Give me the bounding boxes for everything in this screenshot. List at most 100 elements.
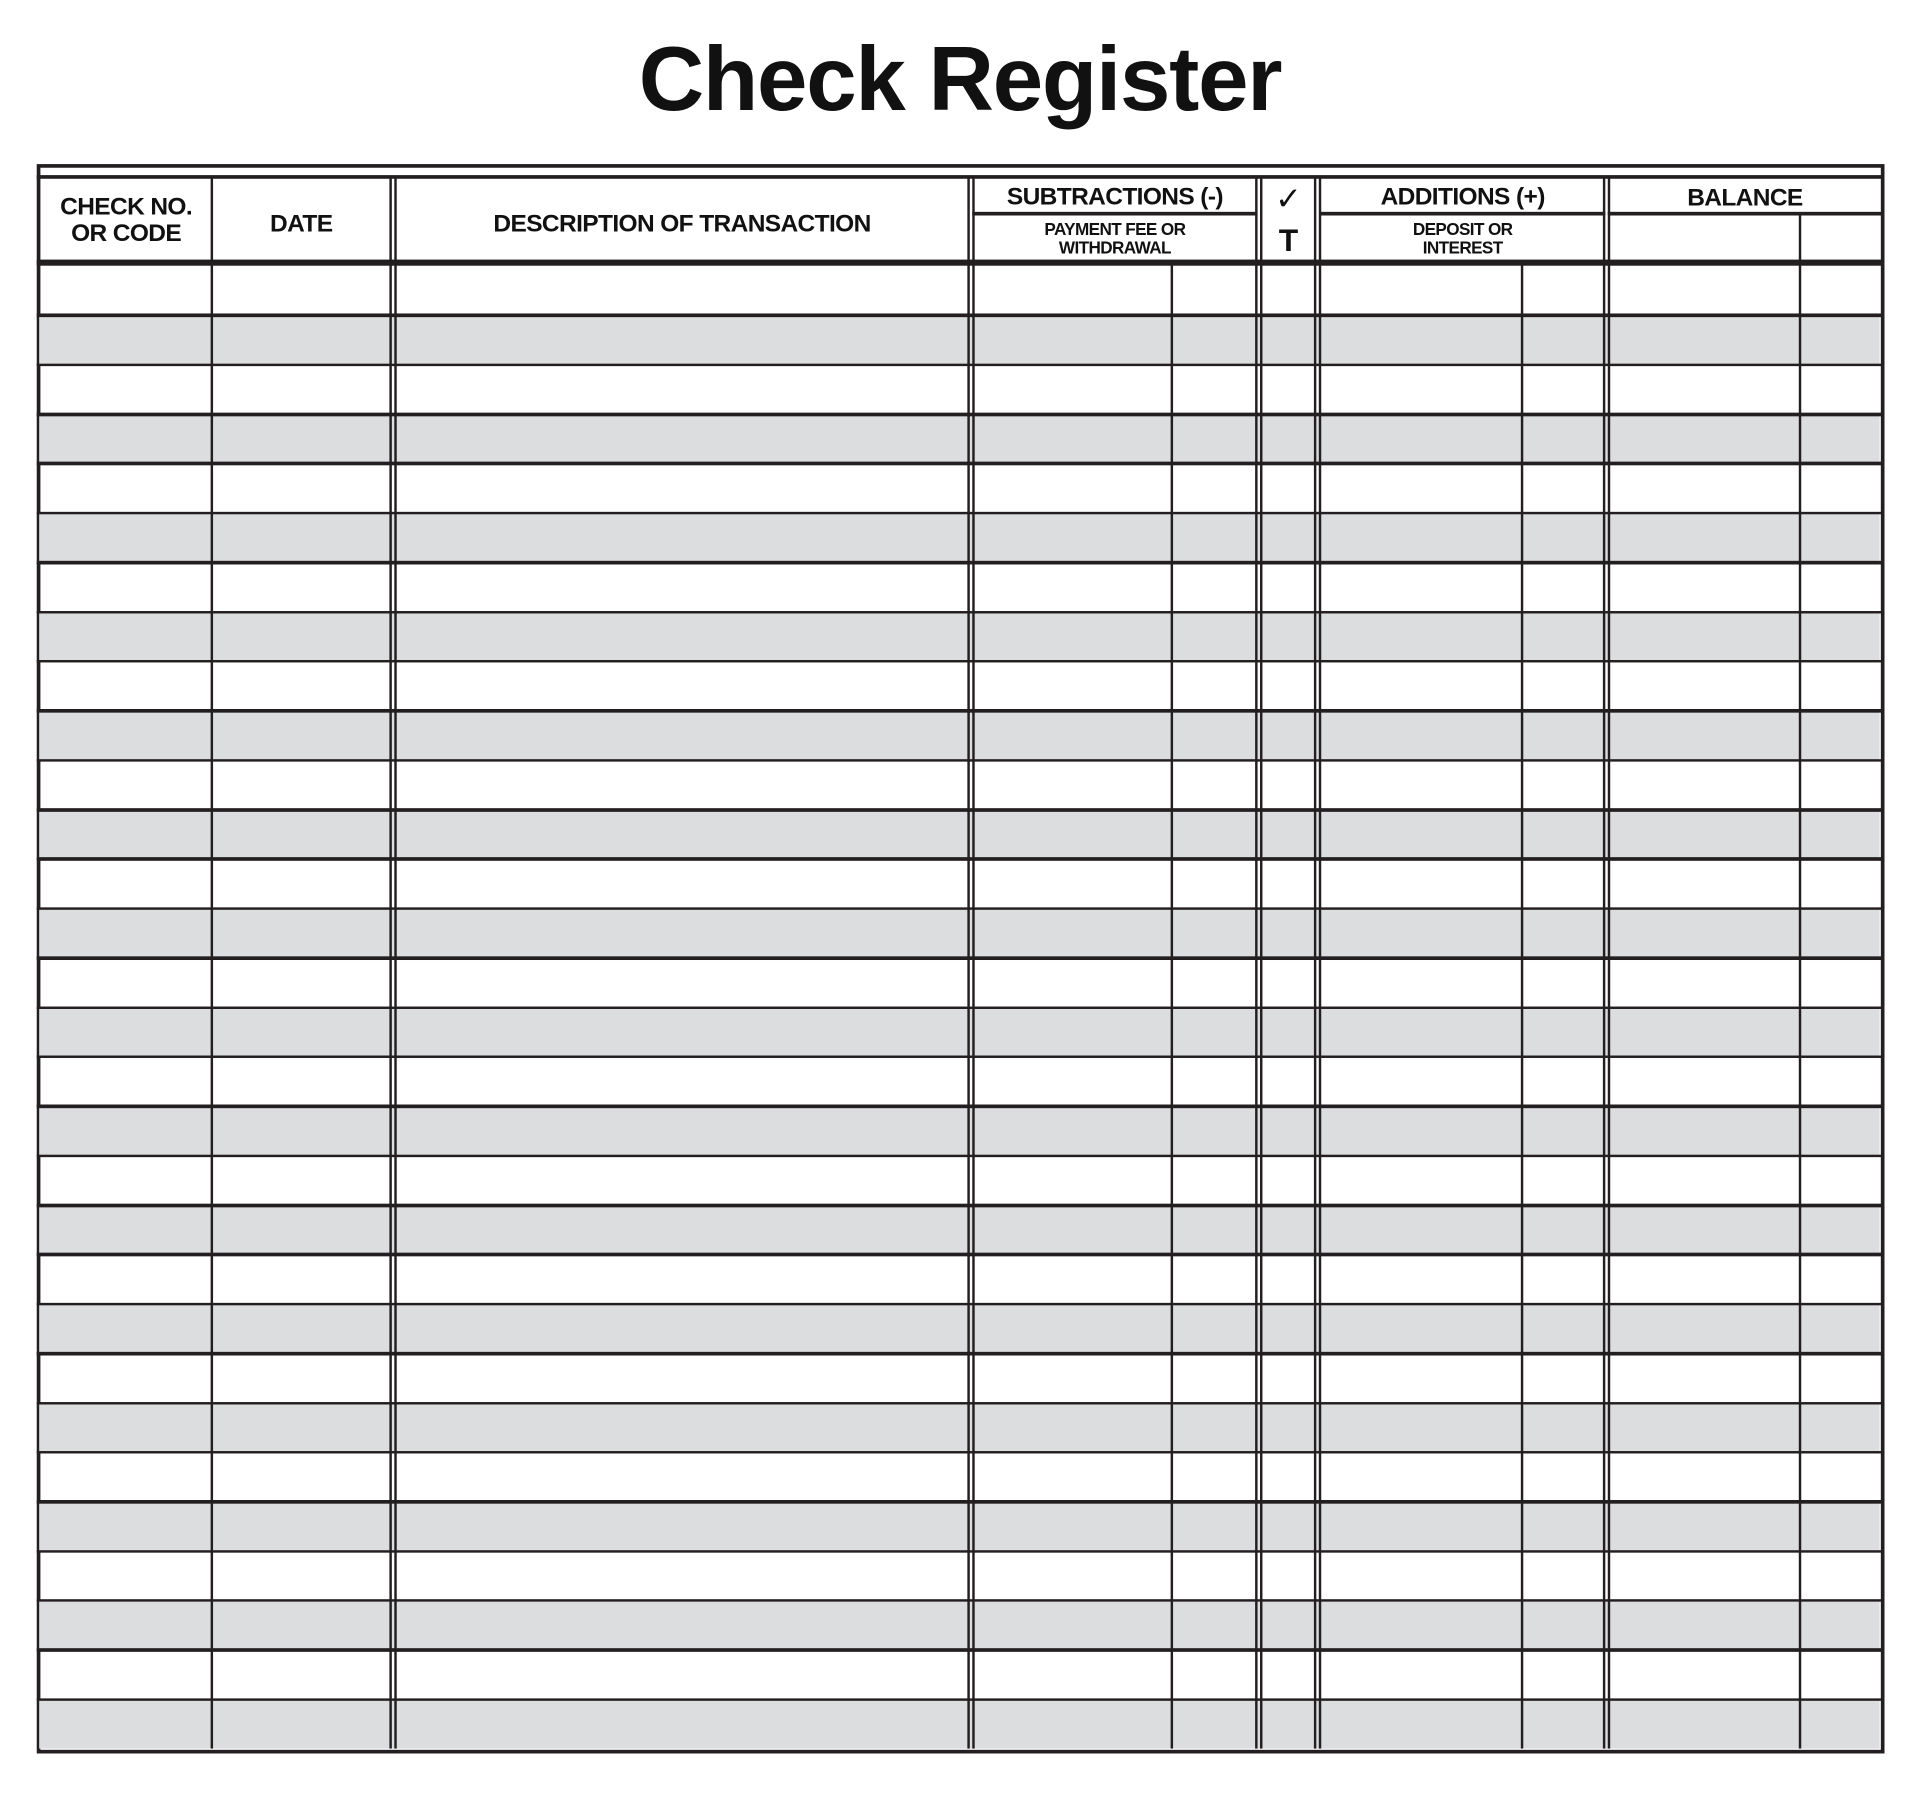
- cell-date: [213, 661, 389, 710]
- register-row: [39, 1007, 1880, 1057]
- horizontal-rule: [36, 1648, 1884, 1652]
- register-row: [39, 414, 1880, 464]
- cell-addition-cents: [1523, 711, 1603, 760]
- cell-date: [213, 760, 389, 809]
- horizontal-rule: [972, 211, 1258, 216]
- cell-subtraction-dollars: [975, 1551, 1171, 1600]
- cell-addition-dollars: [1322, 1106, 1520, 1155]
- cell-subtraction-cents: [1173, 809, 1255, 858]
- horizontal-rule: [36, 1104, 1884, 1108]
- cell-subtraction-cents: [1173, 859, 1255, 908]
- header-tax-mark: T: [1278, 221, 1298, 259]
- cell-check-no: [42, 1007, 211, 1056]
- vertical-rule: [972, 177, 975, 1749]
- cell-addition-dollars: [1322, 1353, 1520, 1402]
- cell-balance-cents: [1801, 809, 1879, 858]
- cell-description: [397, 1254, 968, 1303]
- cell-check-no: [42, 266, 211, 315]
- header-date: DATE: [270, 210, 333, 238]
- cell-subtraction-cents: [1173, 1452, 1255, 1501]
- register-row: [39, 1600, 1880, 1650]
- cell-check-no: [42, 365, 211, 414]
- register-row: [39, 710, 1880, 761]
- cell-date: [213, 1600, 389, 1649]
- cell-description: [397, 661, 968, 710]
- cell-cleared: [1262, 1007, 1313, 1056]
- cell-balance-dollars: [1610, 958, 1799, 1007]
- register-row: [39, 1699, 1880, 1749]
- cell-subtraction-cents: [1173, 365, 1255, 414]
- horizontal-rule: [36, 1401, 1884, 1405]
- cell-description: [397, 1057, 968, 1106]
- cell-addition-dollars: [1322, 463, 1520, 512]
- vertical-rule: [1260, 177, 1263, 1749]
- cell-cleared: [1262, 612, 1313, 661]
- cell-balance-dollars: [1610, 1353, 1799, 1402]
- horizontal-rule: [36, 561, 1884, 565]
- cell-check-no: [42, 1551, 211, 1600]
- cell-balance-dollars: [1610, 1254, 1799, 1303]
- cell-balance-cents: [1801, 859, 1879, 908]
- cell-description: [397, 1600, 968, 1649]
- cell-description: [397, 463, 968, 512]
- cell-subtraction-cents: [1173, 1551, 1255, 1600]
- cell-subtraction-cents: [1173, 760, 1255, 809]
- cell-addition-dollars: [1322, 1403, 1520, 1452]
- cell-addition-cents: [1523, 809, 1603, 858]
- cell-description: [397, 562, 968, 611]
- cell-subtraction-cents: [1173, 414, 1255, 463]
- header-deposit-interest: DEPOSIT OR INTEREST: [1412, 219, 1513, 258]
- cell-addition-cents: [1523, 266, 1603, 315]
- cell-balance-cents: [1801, 1353, 1879, 1402]
- cell-description: [397, 760, 968, 809]
- cell-date: [213, 612, 389, 661]
- cell-balance-dollars: [1610, 1057, 1799, 1106]
- cell-check-no: [42, 1353, 211, 1402]
- horizontal-rule: [36, 1203, 1884, 1207]
- vertical-rule: [1170, 263, 1174, 1749]
- cell-balance-cents: [1801, 1007, 1879, 1056]
- cell-addition-cents: [1523, 1600, 1603, 1649]
- cell-addition-dollars: [1322, 266, 1520, 315]
- register-row: [39, 1204, 1880, 1255]
- cell-date: [213, 1699, 389, 1748]
- cell-description: [397, 1007, 968, 1056]
- cell-subtraction-dollars: [975, 414, 1171, 463]
- horizontal-rule: [36, 1253, 1884, 1257]
- header-check-no: CHECK NO. OR CODE: [60, 193, 193, 248]
- cell-date: [213, 1304, 389, 1353]
- register-row: [39, 1106, 1880, 1156]
- cell-addition-dollars: [1322, 562, 1520, 611]
- header-description: DESCRIPTION OF TRANSACTION: [493, 210, 871, 238]
- cell-addition-cents: [1523, 414, 1603, 463]
- cell-subtraction-cents: [1173, 1057, 1255, 1106]
- horizontal-rule: [36, 1302, 1884, 1306]
- cell-date: [213, 711, 389, 760]
- cell-balance-cents: [1801, 661, 1879, 710]
- cell-description: [397, 1699, 968, 1748]
- cell-addition-cents: [1523, 1452, 1603, 1501]
- cell-subtraction-dollars: [975, 562, 1171, 611]
- register-row: [39, 908, 1880, 958]
- horizontal-rule: [36, 610, 1884, 614]
- cell-balance-dollars: [1610, 809, 1799, 858]
- cell-date: [213, 562, 389, 611]
- cell-addition-cents: [1523, 908, 1603, 957]
- cell-addition-cents: [1523, 958, 1603, 1007]
- cell-check-no: [42, 1452, 211, 1501]
- cell-addition-dollars: [1322, 1502, 1520, 1551]
- cell-subtraction-cents: [1173, 1106, 1255, 1155]
- cell-cleared: [1262, 1057, 1313, 1106]
- cell-subtraction-dollars: [975, 1403, 1171, 1452]
- cell-cleared: [1262, 1600, 1313, 1649]
- cell-balance-cents: [1801, 266, 1879, 315]
- cell-addition-dollars: [1322, 1650, 1520, 1699]
- cell-description: [397, 365, 968, 414]
- cell-subtraction-dollars: [975, 612, 1171, 661]
- cell-cleared: [1262, 513, 1313, 562]
- cell-subtraction-cents: [1173, 1353, 1255, 1402]
- cell-date: [213, 908, 389, 957]
- cell-date: [213, 1403, 389, 1452]
- cell-addition-dollars: [1322, 859, 1520, 908]
- horizontal-rule: [36, 907, 1884, 911]
